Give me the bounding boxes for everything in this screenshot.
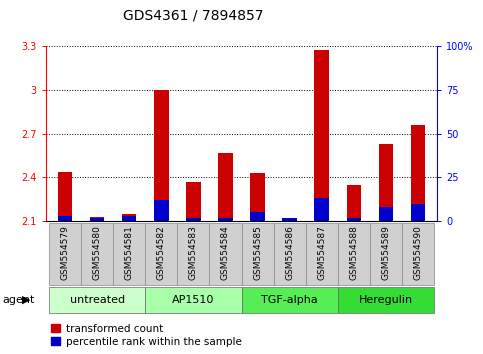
Text: AP1510: AP1510 xyxy=(172,295,214,305)
Text: GSM554586: GSM554586 xyxy=(285,225,294,280)
Bar xyxy=(411,204,425,221)
Bar xyxy=(370,223,402,285)
Bar xyxy=(177,223,210,285)
Text: GDS4361 / 7894857: GDS4361 / 7894857 xyxy=(123,9,263,23)
Bar xyxy=(90,218,104,221)
Bar xyxy=(58,216,72,221)
Bar xyxy=(250,212,265,221)
Bar xyxy=(81,223,113,285)
Text: Heregulin: Heregulin xyxy=(359,295,413,305)
Bar xyxy=(250,173,265,221)
Bar xyxy=(122,216,137,221)
Bar xyxy=(49,223,81,285)
Text: GSM554587: GSM554587 xyxy=(317,225,326,280)
Bar xyxy=(58,172,72,221)
Bar xyxy=(154,90,169,221)
Bar xyxy=(379,144,393,221)
Bar xyxy=(145,287,242,313)
Text: GSM554588: GSM554588 xyxy=(349,225,358,280)
Bar xyxy=(314,199,329,221)
Bar xyxy=(90,217,104,221)
Bar xyxy=(273,223,306,285)
Bar xyxy=(338,223,370,285)
Bar xyxy=(283,218,297,221)
Bar xyxy=(49,287,145,313)
Bar xyxy=(379,207,393,221)
Text: GSM554589: GSM554589 xyxy=(381,225,390,280)
Bar xyxy=(122,214,137,221)
Text: GSM554580: GSM554580 xyxy=(93,225,102,280)
Bar xyxy=(242,223,273,285)
Text: agent: agent xyxy=(2,295,35,305)
Text: ▶: ▶ xyxy=(22,295,31,305)
Text: GSM554585: GSM554585 xyxy=(253,225,262,280)
Bar xyxy=(346,185,361,221)
Bar xyxy=(186,182,200,221)
Bar xyxy=(411,125,425,221)
Text: untreated: untreated xyxy=(70,295,125,305)
Text: TGF-alpha: TGF-alpha xyxy=(261,295,318,305)
Text: GSM554581: GSM554581 xyxy=(125,225,134,280)
Text: GSM554582: GSM554582 xyxy=(157,225,166,280)
Text: GSM554579: GSM554579 xyxy=(61,225,70,280)
Bar xyxy=(186,218,200,221)
Bar xyxy=(145,223,177,285)
Bar xyxy=(113,223,145,285)
Bar xyxy=(154,200,169,221)
Bar xyxy=(338,287,434,313)
Bar xyxy=(346,218,361,221)
Text: GSM554590: GSM554590 xyxy=(413,225,422,280)
Text: GSM554584: GSM554584 xyxy=(221,225,230,280)
Bar xyxy=(242,287,338,313)
Legend: transformed count, percentile rank within the sample: transformed count, percentile rank withi… xyxy=(51,324,242,347)
Bar xyxy=(314,50,329,221)
Bar xyxy=(210,223,242,285)
Bar xyxy=(306,223,338,285)
Bar xyxy=(218,153,233,221)
Text: GSM554583: GSM554583 xyxy=(189,225,198,280)
Bar xyxy=(402,223,434,285)
Bar xyxy=(218,218,233,221)
